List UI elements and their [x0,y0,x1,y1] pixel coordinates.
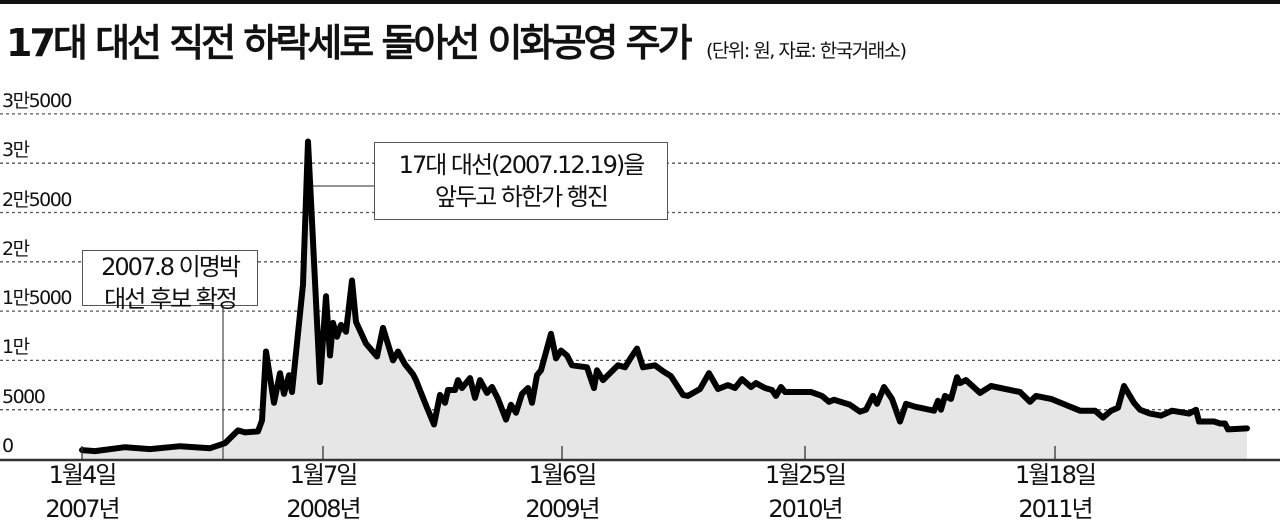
x-tick-label: 1월4일 2007년 [22,458,142,526]
chart-title: 17대 대선 직전 하락세로 돌아선 이화공영 주가 [6,21,693,65]
y-tick-label: 0 [2,435,14,457]
x-tick-date: 1월6일 [528,461,598,489]
x-ticks [81,446,1056,460]
y-tick-label: 3만 [2,139,30,162]
y-tick-label: 2만5000 [2,188,72,211]
callout-line: 2007.8 이명박 [101,253,241,281]
top-rule [0,0,1280,4]
x-tick-date: 1월4일 [48,461,118,489]
x-tick-year: 2010년 [768,495,843,523]
x-tick-date: 1월7일 [289,461,359,489]
x-tick-label: 1월18일 2011년 [995,458,1115,526]
callout-line: 17대 대선(2007.12.19)을 [398,151,646,179]
callout-line: 앞두고 하한가 행진 [435,183,609,211]
price-line [79,138,1250,455]
x-tick-label: 1월6일 2009년 [502,458,622,526]
x-tick-date: 1월25일 [765,461,847,489]
x-tick-year: 2008년 [286,495,361,523]
y-tick-label: 2만 [2,237,30,260]
y-tick-label: 5000 [2,385,46,408]
price-area-fill [82,141,1247,459]
callout-line: 대선 후보 확정 [104,285,238,313]
x-tick-year: 2011년 [1018,495,1093,523]
y-tick-label: 3만5000 [2,89,72,112]
y-tick-label: 1만 [2,336,30,359]
x-tick-date: 1월18일 [1015,461,1097,489]
x-tick-label: 1월7일 2008년 [263,458,383,526]
chart-subtitle: (단위: 원, 자료: 한국거래소) [706,40,907,62]
x-tick-label: 1월25일 2010년 [745,458,865,526]
election-callout: 17대 대선(2007.12.19)을 앞두고 하한가 행진 [374,142,668,220]
x-tick-year: 2007년 [45,495,120,523]
candidate-callout: 2007.8 이명박 대선 후보 확정 [82,250,258,313]
x-tick-year: 2009년 [525,495,600,523]
y-tick-label: 1만5000 [2,287,72,310]
